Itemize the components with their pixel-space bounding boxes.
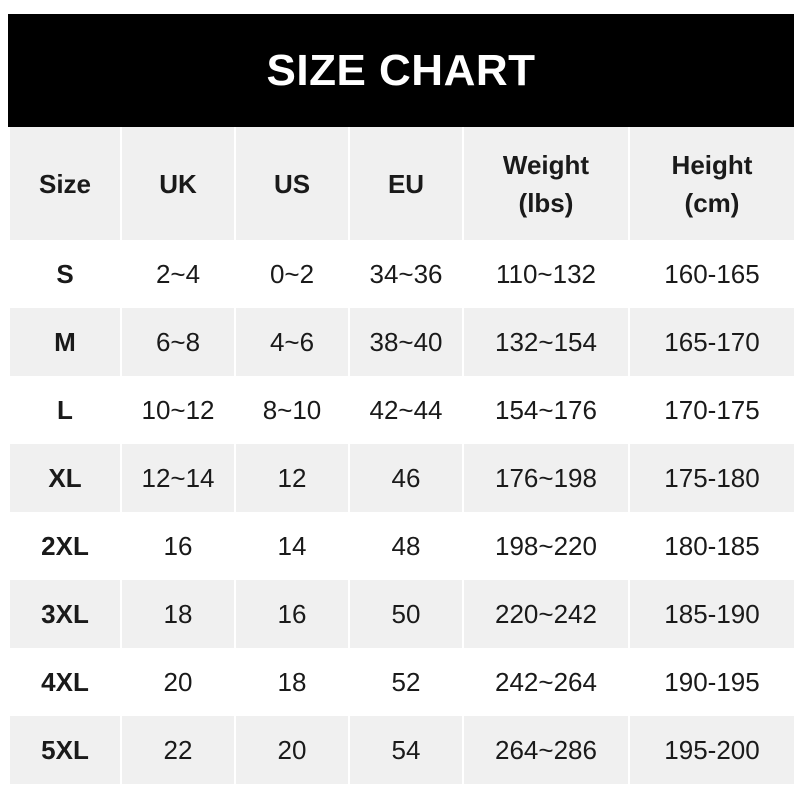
cell-eu: 42~44 [348,376,464,444]
cell-eu: 38~40 [348,308,464,376]
cell-weight: 176~198 [462,444,630,512]
table-row: 2XL 16 14 48 198~220 180-185 [8,512,796,580]
cell-us: 0~2 [234,240,350,308]
header-row: Size UK US EU Weight (lbs) Height (cm) [8,127,796,240]
cell-us: 16 [234,580,350,648]
cell-height: 170-175 [628,376,796,444]
cell-size: S [8,240,122,308]
cell-uk: 6~8 [120,308,236,376]
cell-weight: 154~176 [462,376,630,444]
cell-weight: 110~132 [462,240,630,308]
cell-size: L [8,376,122,444]
column-header-uk: UK [120,127,236,240]
table-row: 4XL 20 18 52 242~264 190-195 [8,648,796,716]
cell-height: 190-195 [628,648,796,716]
cell-height: 165-170 [628,308,796,376]
column-header-text: (cm) [684,187,740,218]
column-header-eu: EU [348,127,464,240]
cell-eu: 34~36 [348,240,464,308]
cell-weight: 242~264 [462,648,630,716]
cell-weight: 132~154 [462,308,630,376]
cell-weight: 220~242 [462,580,630,648]
cell-height: 185-190 [628,580,796,648]
cell-uk: 22 [120,716,236,784]
size-table: Size UK US EU Weight (lbs) Height (cm) S 2~4 0~2 3… [8,127,796,784]
table-row: 5XL 22 20 54 264~286 195-200 [8,716,796,784]
cell-us: 20 [234,716,350,784]
cell-size: 5XL [8,716,122,784]
cell-weight: 198~220 [462,512,630,580]
cell-size: 3XL [8,580,122,648]
column-header-text: (lbs) [518,187,574,218]
cell-size: M [8,308,122,376]
cell-size: 4XL [8,648,122,716]
cell-height: 180-185 [628,512,796,580]
column-header-text: US [273,168,311,199]
cell-us: 18 [234,648,350,716]
cell-eu: 54 [348,716,464,784]
column-header-text: Weight [502,149,590,180]
column-header-text: Height [671,149,753,180]
table-row: S 2~4 0~2 34~36 110~132 160-165 [8,240,796,308]
cell-height: 195-200 [628,716,796,784]
chart-title: SIZE CHART [8,14,794,127]
cell-uk: 12~14 [120,444,236,512]
cell-uk: 10~12 [120,376,236,444]
table-row: M 6~8 4~6 38~40 132~154 165-170 [8,308,796,376]
column-header-us: US [234,127,350,240]
table-row: 3XL 18 16 50 220~242 185-190 [8,580,796,648]
cell-eu: 50 [348,580,464,648]
cell-weight: 264~286 [462,716,630,784]
cell-eu: 52 [348,648,464,716]
table-row: XL 12~14 12 46 176~198 175-180 [8,444,796,512]
cell-eu: 48 [348,512,464,580]
cell-height: 175-180 [628,444,796,512]
cell-size: 2XL [8,512,122,580]
table-row: L 10~12 8~10 42~44 154~176 170-175 [8,376,796,444]
column-header-text: EU [387,168,425,199]
cell-uk: 20 [120,648,236,716]
column-header-height: Height (cm) [628,127,796,240]
cell-size: XL [8,444,122,512]
cell-uk: 16 [120,512,236,580]
cell-height: 160-165 [628,240,796,308]
cell-us: 4~6 [234,308,350,376]
column-header-text: UK [159,168,197,199]
cell-uk: 2~4 [120,240,236,308]
column-header-text: Size [38,168,92,199]
cell-us: 12 [234,444,350,512]
column-header-size: Size [8,127,122,240]
cell-us: 8~10 [234,376,350,444]
cell-eu: 46 [348,444,464,512]
column-header-weight: Weight (lbs) [462,127,630,240]
cell-us: 14 [234,512,350,580]
cell-uk: 18 [120,580,236,648]
